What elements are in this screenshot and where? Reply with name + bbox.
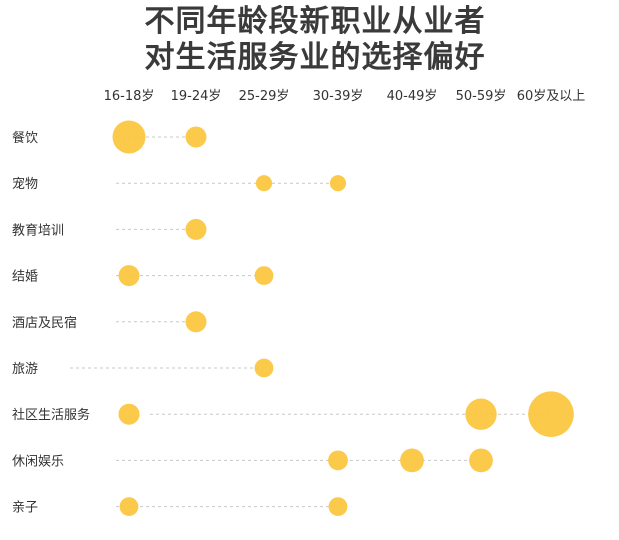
x-tick-label: 16-18岁 — [104, 89, 155, 104]
x-tick-label: 19-24岁 — [171, 89, 222, 104]
bubble — [118, 403, 140, 425]
bubble — [329, 175, 347, 192]
category-label: 社区生活服务 — [12, 407, 90, 423]
category-label: 亲子 — [12, 501, 38, 516]
bubble — [112, 120, 146, 154]
bubble — [185, 126, 207, 148]
bubble — [528, 391, 574, 438]
category-label: 餐饮 — [12, 130, 38, 146]
x-tick-label: 50-59岁 — [456, 89, 507, 104]
category-label: 休闲娱乐 — [12, 454, 64, 469]
x-tick-label: 60岁及以上 — [517, 89, 586, 104]
bubble — [185, 218, 207, 240]
category-label: 宠物 — [12, 176, 38, 192]
x-tick-label: 40-49岁 — [387, 89, 438, 104]
x-tick-label: 25-29岁 — [239, 89, 290, 104]
chart-title-line-2: 对生活服务业的选择偏好 — [144, 40, 486, 75]
bubble — [119, 497, 139, 516]
category-label: 教育培训 — [12, 222, 64, 238]
bubble — [254, 266, 274, 285]
bubble — [185, 311, 207, 333]
bubble — [254, 358, 274, 378]
x-tick-label: 30-39岁 — [313, 89, 364, 104]
bubble — [118, 265, 140, 287]
bubble — [255, 175, 273, 192]
bubble — [465, 398, 497, 430]
bubble — [328, 450, 348, 471]
category-label: 酒店及民宿 — [12, 315, 77, 331]
bubble — [328, 497, 348, 516]
category-label: 结婚 — [12, 270, 38, 285]
bubble — [469, 448, 493, 473]
category-label: 旅游 — [12, 362, 38, 377]
bubble — [400, 448, 424, 473]
chart-title-line-1: 不同年龄段新职业从业者 — [144, 4, 486, 39]
